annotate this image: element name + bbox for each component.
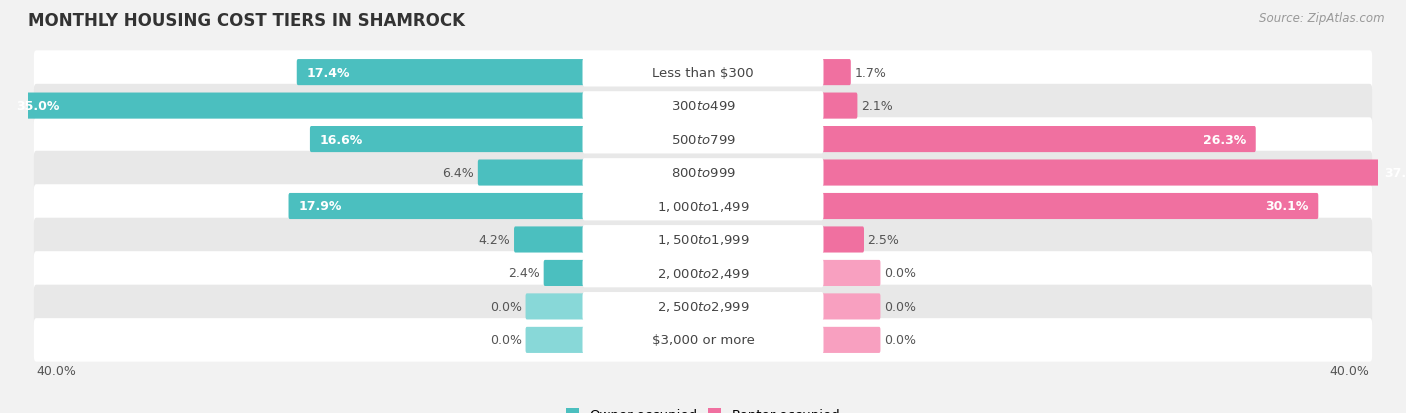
Text: Less than $300: Less than $300 [652, 66, 754, 79]
Text: 2.4%: 2.4% [509, 267, 540, 280]
FancyBboxPatch shape [820, 327, 880, 353]
FancyBboxPatch shape [526, 294, 586, 320]
Text: 40.0%: 40.0% [1330, 364, 1369, 377]
Text: $800 to $999: $800 to $999 [671, 166, 735, 180]
FancyBboxPatch shape [582, 292, 824, 321]
FancyBboxPatch shape [34, 152, 1372, 195]
Text: 30.1%: 30.1% [1265, 200, 1309, 213]
Text: $2,500 to $2,999: $2,500 to $2,999 [657, 300, 749, 313]
FancyBboxPatch shape [582, 326, 824, 354]
FancyBboxPatch shape [34, 318, 1372, 362]
Text: 0.0%: 0.0% [884, 334, 917, 347]
FancyBboxPatch shape [34, 118, 1372, 161]
FancyBboxPatch shape [297, 60, 586, 86]
Legend: Owner-occupied, Renter-occupied: Owner-occupied, Renter-occupied [560, 402, 846, 413]
FancyBboxPatch shape [582, 259, 824, 287]
FancyBboxPatch shape [820, 127, 1256, 153]
Text: $1,000 to $1,499: $1,000 to $1,499 [657, 199, 749, 214]
Text: $500 to $799: $500 to $799 [671, 133, 735, 146]
FancyBboxPatch shape [34, 51, 1372, 95]
FancyBboxPatch shape [288, 193, 586, 220]
FancyBboxPatch shape [820, 193, 1319, 220]
Text: 0.0%: 0.0% [489, 334, 522, 347]
Text: Source: ZipAtlas.com: Source: ZipAtlas.com [1260, 12, 1385, 25]
Text: MONTHLY HOUSING COST TIERS IN SHAMROCK: MONTHLY HOUSING COST TIERS IN SHAMROCK [28, 12, 465, 30]
Text: 40.0%: 40.0% [37, 364, 76, 377]
Text: 0.0%: 0.0% [884, 267, 917, 280]
FancyBboxPatch shape [582, 126, 824, 154]
FancyBboxPatch shape [820, 160, 1406, 186]
FancyBboxPatch shape [34, 85, 1372, 128]
FancyBboxPatch shape [526, 327, 586, 353]
FancyBboxPatch shape [820, 260, 880, 286]
FancyBboxPatch shape [544, 260, 586, 286]
Text: 2.5%: 2.5% [868, 233, 900, 247]
Text: $300 to $499: $300 to $499 [671, 100, 735, 113]
FancyBboxPatch shape [34, 252, 1372, 295]
FancyBboxPatch shape [582, 92, 824, 121]
Text: 17.4%: 17.4% [307, 66, 350, 79]
Text: 37.3%: 37.3% [1384, 166, 1406, 180]
Text: 4.2%: 4.2% [478, 233, 510, 247]
FancyBboxPatch shape [820, 227, 863, 253]
Text: 6.4%: 6.4% [443, 166, 474, 180]
Text: 0.0%: 0.0% [884, 300, 917, 313]
FancyBboxPatch shape [820, 294, 880, 320]
Text: 17.9%: 17.9% [298, 200, 342, 213]
FancyBboxPatch shape [820, 93, 858, 119]
FancyBboxPatch shape [34, 285, 1372, 328]
Text: $3,000 or more: $3,000 or more [651, 334, 755, 347]
Text: 2.1%: 2.1% [860, 100, 893, 113]
FancyBboxPatch shape [582, 225, 824, 254]
Text: $2,000 to $2,499: $2,000 to $2,499 [657, 266, 749, 280]
FancyBboxPatch shape [478, 160, 586, 186]
FancyBboxPatch shape [582, 192, 824, 221]
Text: 16.6%: 16.6% [319, 133, 363, 146]
Text: 35.0%: 35.0% [17, 100, 60, 113]
FancyBboxPatch shape [820, 60, 851, 86]
FancyBboxPatch shape [582, 59, 824, 87]
Text: $1,500 to $1,999: $1,500 to $1,999 [657, 233, 749, 247]
Text: 26.3%: 26.3% [1204, 133, 1246, 146]
Text: 0.0%: 0.0% [489, 300, 522, 313]
FancyBboxPatch shape [34, 185, 1372, 228]
FancyBboxPatch shape [582, 159, 824, 188]
FancyBboxPatch shape [515, 227, 586, 253]
Text: 1.7%: 1.7% [855, 66, 886, 79]
FancyBboxPatch shape [309, 127, 586, 153]
FancyBboxPatch shape [7, 93, 586, 119]
FancyBboxPatch shape [34, 218, 1372, 261]
